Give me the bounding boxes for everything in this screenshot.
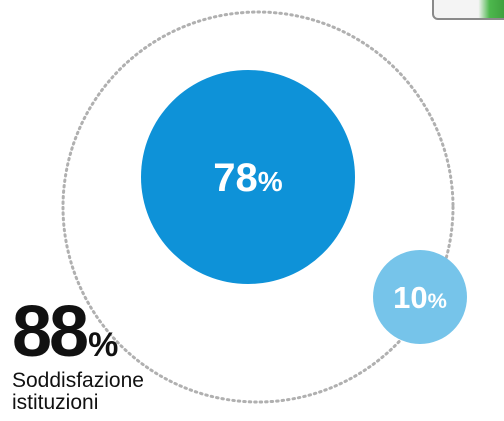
total-label-line1: Soddisfazione bbox=[12, 369, 144, 392]
total-label: Soddisfazione istituzioni bbox=[12, 370, 212, 414]
bubble-label-78: 78% bbox=[213, 156, 283, 200]
total-summary: 88 % Soddisfazione istituzioni bbox=[12, 296, 212, 414]
bubble-labels: 78% 10% bbox=[213, 156, 447, 315]
total-number: 88 bbox=[12, 292, 89, 372]
total-outline-circle bbox=[61, 10, 455, 404]
bubbles bbox=[141, 70, 467, 344]
bubble-78 bbox=[141, 70, 355, 284]
bubble-label-10: 10% bbox=[393, 280, 447, 315]
bubble-10 bbox=[373, 250, 467, 344]
total-outline bbox=[61, 10, 455, 404]
device-thumbnail-icon bbox=[432, 0, 504, 20]
total-label-line2: istituzioni bbox=[12, 391, 99, 414]
total-value: 88 % bbox=[12, 296, 212, 368]
total-unit: % bbox=[88, 326, 119, 364]
